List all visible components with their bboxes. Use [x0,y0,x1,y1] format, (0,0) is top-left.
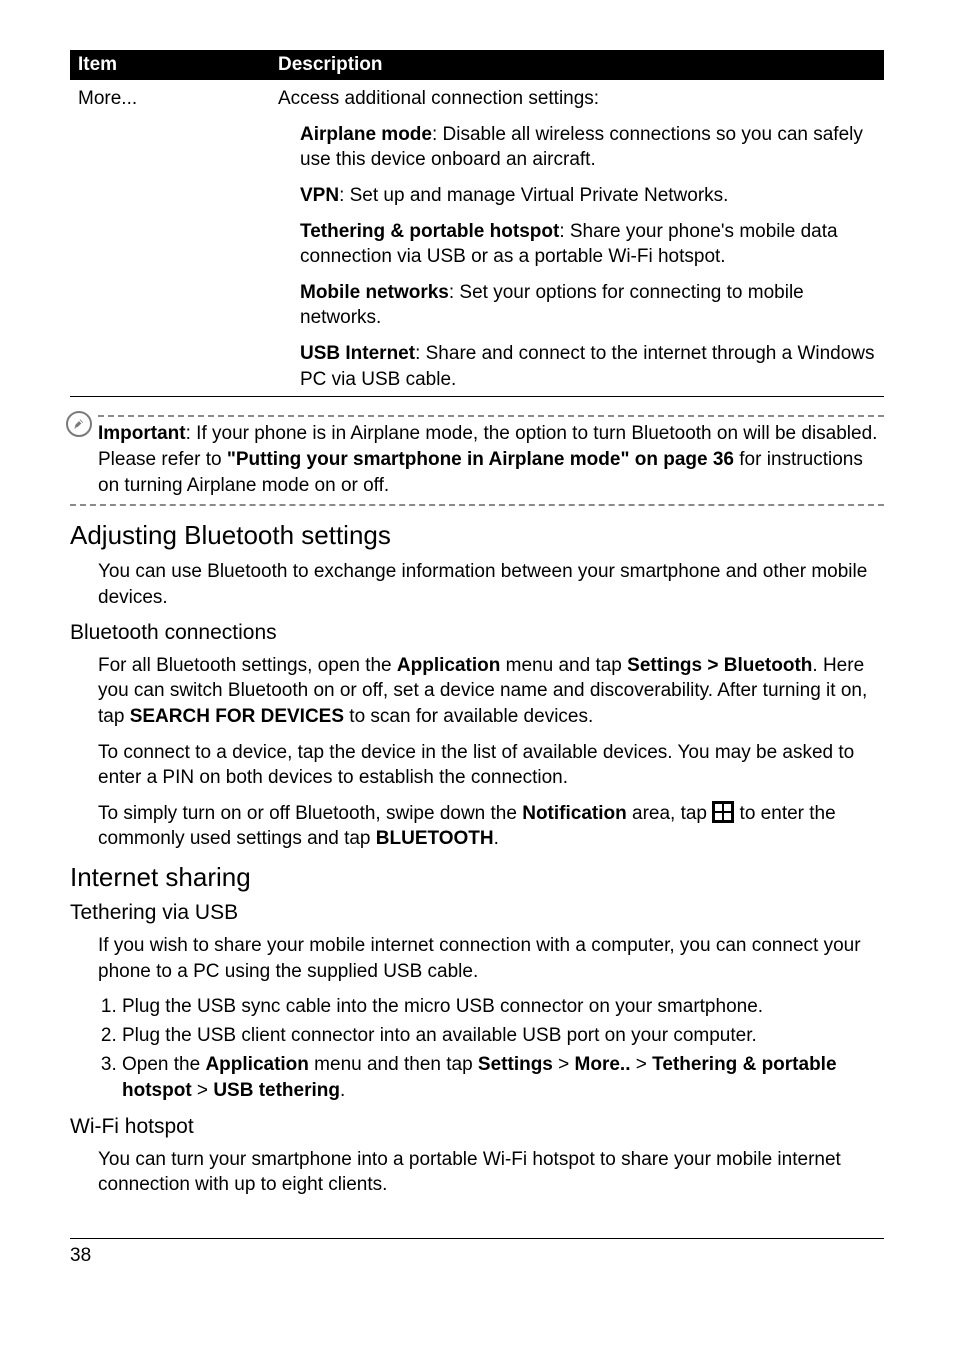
heading-tether-usb: Tethering via USB [70,901,884,925]
cell-description: Access additional connection settings: A… [270,80,884,397]
desc-intro: Access additional connection settings: [278,86,876,112]
step-1: Plug the USB sync cable into the micro U… [122,994,884,1021]
cell-item: More... [70,80,270,397]
desc-airplane: Airplane mode: Disable all wireless conn… [278,122,876,173]
desc-vpn: VPN: Set up and manage Virtual Private N… [278,183,876,209]
table-row: More... Access additional connection set… [70,80,884,397]
usb-steps: Plug the USB sync cable into the micro U… [98,994,884,1104]
desc-mobile-networks: Mobile networks: Set your options for co… [278,280,876,331]
heading-wifi-hotspot: Wi-Fi hotspot [70,1115,884,1139]
bt-p1: For all Bluetooth settings, open the App… [98,653,884,730]
th-description: Description [270,50,884,80]
desc-tethering: Tethering & portable hotspot: Share your… [278,219,876,270]
bt-p3: To simply turn on or off Bluetooth, swip… [98,801,884,852]
settings-table: Item Description More... Access addition… [70,50,884,397]
note-label: Important [98,423,186,444]
th-item: Item [70,50,270,80]
note-ref: "Putting your smartphone in Airplane mod… [227,449,734,470]
heading-bluetooth: Adjusting Bluetooth settings [70,520,884,551]
usb-intro: If you wish to share your mobile interne… [98,933,884,984]
bt-p2: To connect to a device, tap the device i… [98,740,884,791]
quick-settings-icon [712,801,734,823]
wifi-intro: You can turn your smartphone into a port… [98,1147,884,1198]
step-2: Plug the USB client connector into an av… [122,1023,884,1050]
heading-bt-connections: Bluetooth connections [70,621,884,645]
heading-internet-sharing: Internet sharing [70,862,884,893]
important-note: Important: If your phone is in Airplane … [70,415,884,506]
page-number: 38 [70,1245,91,1266]
bluetooth-intro: You can use Bluetooth to exchange inform… [98,559,884,610]
step-3: Open the Application menu and then tap S… [122,1052,884,1105]
page-footer: 38 [70,1238,884,1267]
desc-usb-internet: USB Internet: Share and connect to the i… [278,341,876,392]
